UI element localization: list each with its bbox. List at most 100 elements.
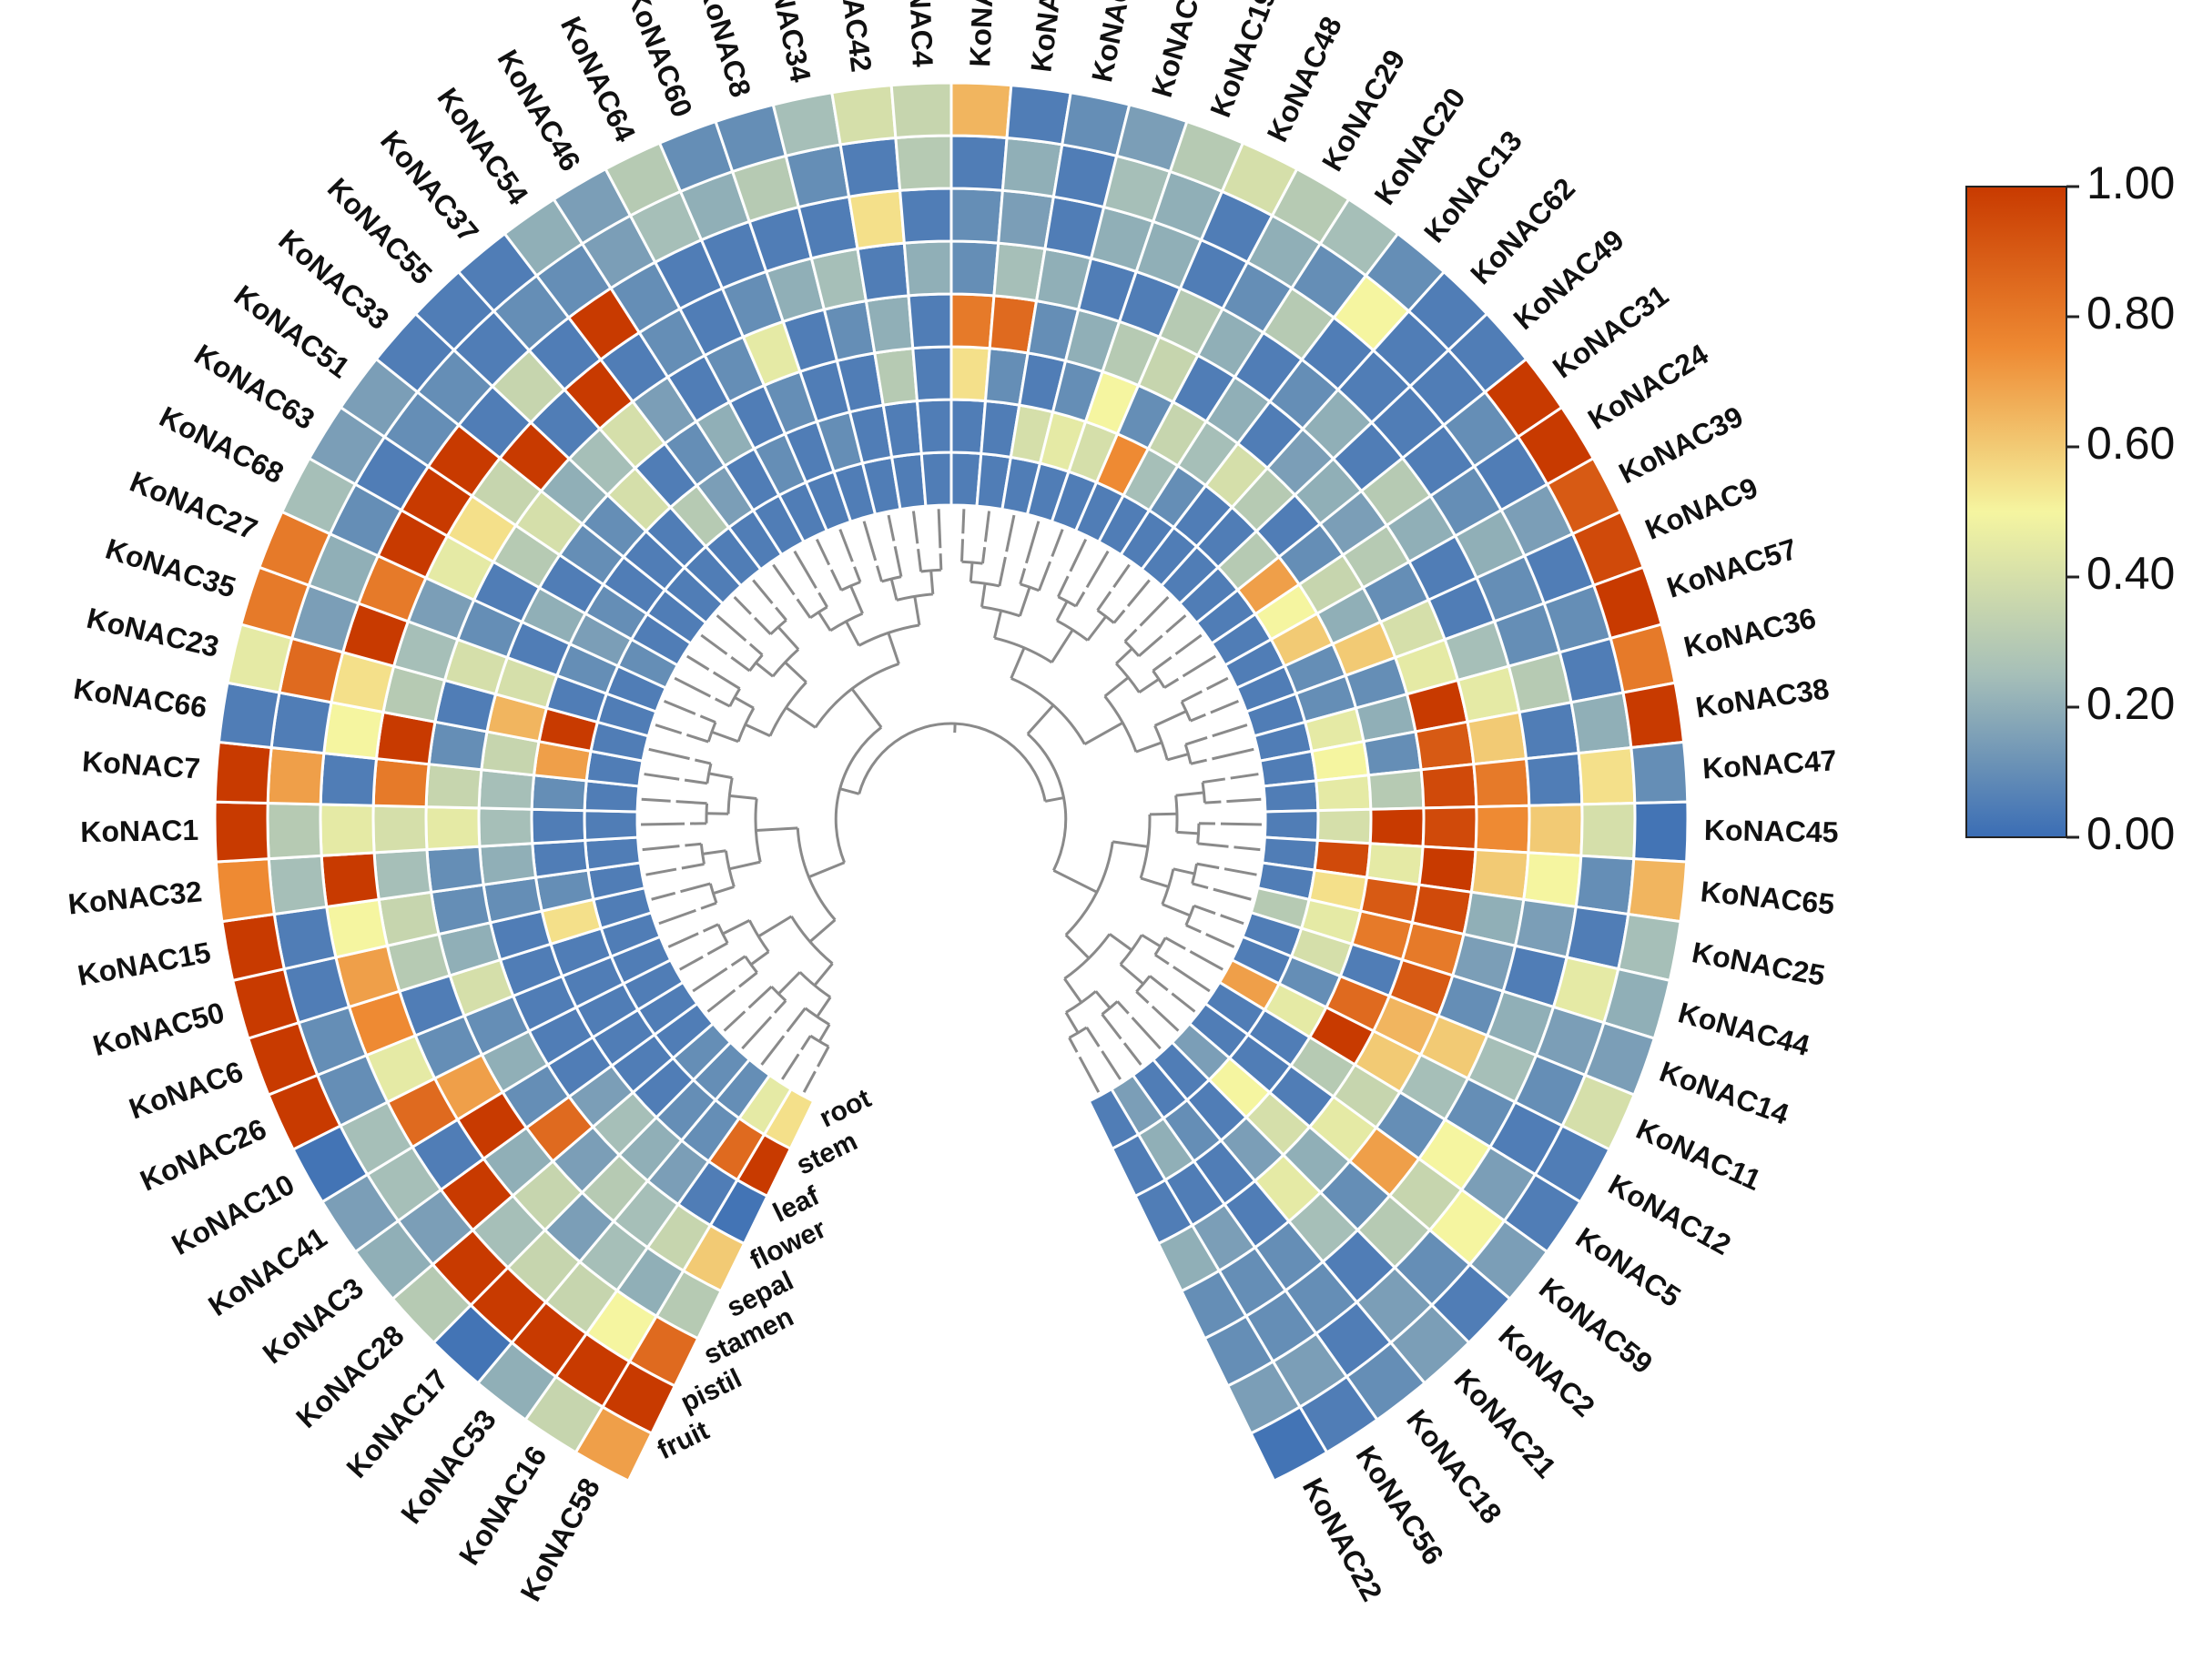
dendrogram-branch — [706, 772, 734, 815]
dendrogram-leaf — [1223, 867, 1257, 876]
heat-cell-KoNAC36-fruit — [1609, 622, 1677, 694]
dendrogram-leaf — [1174, 633, 1203, 655]
dendrogram-leaf — [1165, 614, 1187, 633]
heat-cell-KoNAC66-fruit — [217, 681, 281, 750]
dendrogram-leaf — [723, 1010, 746, 1032]
gene-label: KoNAC25 — [1690, 936, 1828, 992]
gene-label: KoNAC44 — [1675, 996, 1813, 1062]
gene-label: KoNAC60 — [620, 0, 698, 121]
gene-label: KoNAC47 — [1701, 744, 1838, 784]
dendrogram-leaf — [838, 529, 854, 562]
dendrogram-leaf — [667, 932, 699, 948]
heat-cell-KoNAC1-fruit — [213, 800, 270, 864]
dendrogram-leaf — [1212, 724, 1248, 738]
heat-cell-KoNAC42-stamen — [847, 188, 906, 251]
gene-label: KoNAC42 — [829, 0, 878, 74]
heat-cell-KoNAC7-sepal — [371, 756, 431, 809]
dendrogram-leaf — [911, 511, 919, 544]
dendrogram-leaf — [1085, 550, 1110, 589]
dendrogram-branch — [807, 687, 883, 879]
heat-cell-KoNAC43-flower — [949, 292, 996, 350]
heat-cell-KoNAC4-sepal — [902, 239, 953, 298]
gene-label: KoNAC50 — [89, 996, 228, 1062]
gene-label: KoNAC19 — [1203, 0, 1282, 121]
dendrogram-leaf — [752, 579, 774, 604]
dendrogram-leaf — [655, 724, 683, 735]
dendrogram-leaf — [644, 773, 680, 781]
dendrogram-branch — [1019, 561, 1051, 592]
dendrogram-branch — [728, 794, 762, 871]
heat-cell-KoNAC7-stamen — [319, 751, 379, 807]
dendrogram-branch — [845, 596, 921, 647]
heat-cell-KoNAC43-fruit — [949, 81, 1013, 140]
heat-cell-KoNAC15-stamen — [325, 897, 390, 959]
dendrogram-branch — [1101, 1000, 1130, 1040]
dendrogram-leaf — [815, 538, 831, 566]
tissue-label-fruit: fruit — [653, 1415, 714, 1465]
dendrogram-leaf — [674, 676, 712, 698]
dendrogram-leaf — [1226, 797, 1262, 804]
dendrogram-leaf — [700, 633, 728, 655]
gene-label: KoNAC1 — [80, 814, 198, 848]
dendrogram-leaf — [692, 967, 728, 993]
dendrogram-leaf — [1171, 992, 1196, 1013]
dendrogram-branch — [1201, 777, 1226, 805]
heat-cell-KoNAC1-root — [583, 809, 640, 843]
heat-cell-KoNAC42-sepal — [856, 241, 910, 303]
dendrogram-leaf — [741, 1016, 773, 1050]
heat-cell-KoNAC45-leaf — [1368, 806, 1426, 848]
gene-label: KoNAC27 — [126, 465, 262, 546]
dendrogram-leaf — [862, 521, 878, 562]
heat-cell-KoNAC32-leaf — [478, 842, 538, 886]
heat-cell-KoNAC42-leaf — [873, 347, 919, 407]
gene-label: KoNAC32 — [66, 875, 203, 920]
dendrogram-branch — [1180, 690, 1206, 723]
heat-cell-KoNAC1-pistil — [266, 801, 323, 861]
dendrogram-branch — [680, 882, 718, 910]
gene-label: KoNAC61 — [1145, 0, 1214, 101]
dendrogram-leaf — [983, 511, 991, 542]
dendrogram-leaf — [1189, 950, 1223, 971]
dendrogram-branch — [730, 955, 758, 988]
dendrogram-branch — [1064, 990, 1112, 1034]
dendrogram-branch — [917, 549, 943, 573]
dendrogram-branch — [1057, 575, 1086, 608]
dendrogram-leaf — [1051, 529, 1064, 558]
dendrogram-leaf — [1139, 596, 1170, 627]
gene-label: KoNAC35 — [102, 532, 240, 604]
heat-cell-KoNAC45-root — [1263, 809, 1320, 843]
dendrogram-leaf — [664, 700, 696, 715]
dendrogram-leaf — [1210, 700, 1239, 714]
gene-label: KoNAC66 — [71, 672, 208, 724]
gene-label: KoNAC65 — [1699, 875, 1835, 920]
heat-cell-KoNAC32-flower — [425, 845, 485, 894]
tissue-label-root: root — [815, 1083, 876, 1133]
dendrogram-branch — [786, 1007, 831, 1043]
heat-cell-KoNAC47-pistil — [1577, 745, 1637, 806]
gene-label: KoNAC8 — [693, 0, 757, 101]
dendrogram-branch — [800, 1034, 830, 1068]
heat-cell-KoNAC45-sepal — [1474, 804, 1531, 855]
gene-label: KoNAC43 — [963, 0, 1001, 67]
dendrogram-leaf — [1078, 1056, 1101, 1093]
heat-cell-KoNAC43-stem — [949, 398, 988, 455]
dendrogram-branch — [829, 566, 862, 592]
colorbar-tick-label: 0.00 — [2086, 808, 2175, 859]
dendrogram-leaf — [793, 550, 817, 590]
heat-cell-KoNAC38-stamen — [1518, 700, 1580, 761]
dendrogram-branch — [730, 643, 764, 673]
colorbar-tick-label: 0.60 — [2086, 418, 2175, 469]
heat-cell-KoNAC32-pistil — [267, 854, 329, 916]
heat-cell-KoNAC4-flower — [907, 292, 953, 350]
heat-cell-KoNAC42-fruit — [830, 84, 898, 147]
dendrogram-leaf — [651, 891, 676, 901]
dendrogram-branch — [1115, 647, 1160, 694]
dendrogram-branch — [817, 585, 864, 633]
heat-cell-KoNAC65-stamen — [1522, 851, 1583, 909]
dendrogram-leaf — [772, 563, 796, 596]
dendrogram-branch — [876, 546, 903, 583]
heat-cell-KoNAC45-pistil — [1579, 801, 1637, 861]
gene-label: KoNAC38 — [1693, 672, 1831, 724]
heat-cell-KoNAC47-sepal — [1472, 756, 1531, 809]
heat-cell-KoNAC38-sepal — [1466, 710, 1528, 766]
